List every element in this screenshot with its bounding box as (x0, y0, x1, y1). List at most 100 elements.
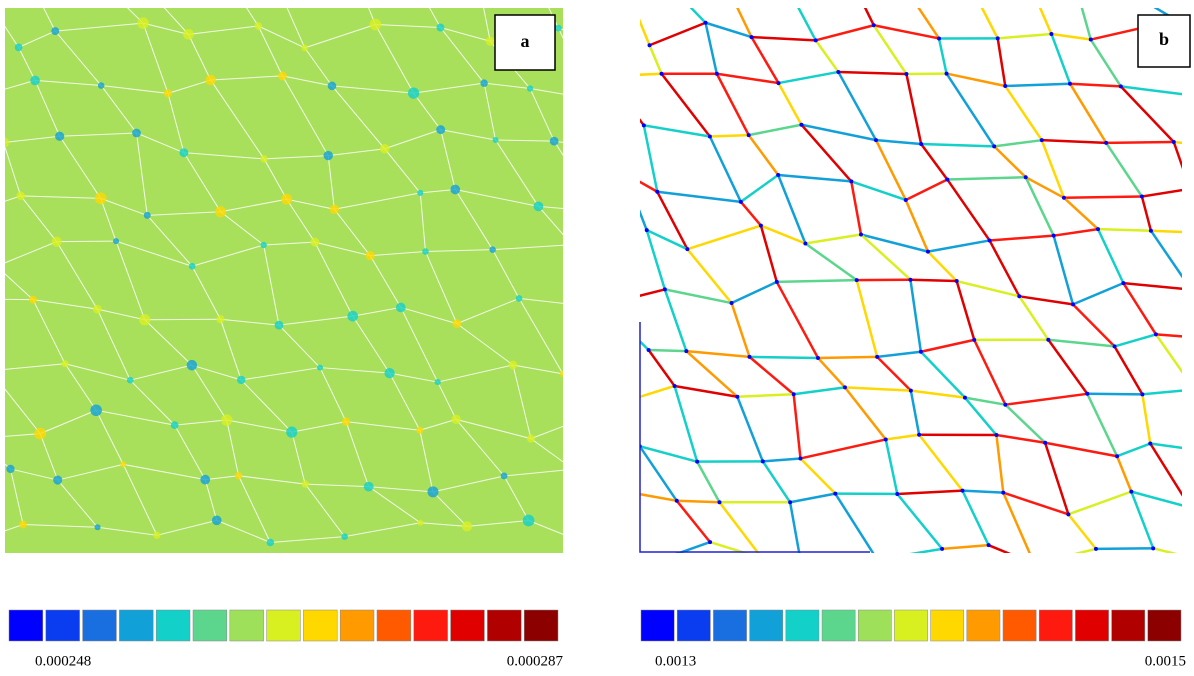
cell-node (605, 74, 609, 78)
cell-node (221, 414, 232, 425)
cell-edge (794, 394, 801, 458)
cell-node (647, 348, 651, 352)
colorbar-swatch (156, 610, 190, 641)
cell-edge (584, 0, 612, 46)
cell-edge (732, 282, 777, 303)
cell-node (527, 85, 533, 91)
colorbar-swatch (487, 610, 521, 641)
cell-node (675, 499, 679, 503)
cell-node (747, 133, 751, 137)
cell-edge (998, 34, 1052, 38)
cell-node (747, 355, 751, 359)
cell-node (342, 418, 350, 426)
cell-edge (763, 458, 801, 461)
cell-edge (57, 241, 116, 242)
cell-node (489, 246, 495, 252)
cell-edge (928, 252, 957, 281)
cell-node (1071, 302, 1075, 306)
cell-edge (1190, 176, 1194, 189)
cell-edge (717, 74, 749, 135)
cell-node (451, 415, 460, 424)
cell-node (788, 500, 792, 504)
cell-node (183, 29, 194, 40)
panel-label: b (1159, 29, 1169, 49)
cell-node (1024, 175, 1028, 179)
cell-node (875, 355, 879, 359)
cell-node (759, 224, 763, 228)
cell-edge (686, 351, 749, 357)
cell-node (19, 521, 27, 529)
cell-edge (1156, 334, 1194, 389)
cell-edge (998, 38, 1006, 86)
cell-node (776, 81, 780, 85)
cell-edge (957, 281, 975, 340)
cell-edge (584, 241, 614, 306)
cell-edge (778, 72, 838, 83)
cell-edge (741, 175, 778, 202)
cell-node (803, 241, 807, 245)
cell-node (1049, 32, 1053, 36)
cell-node (436, 125, 445, 134)
cell-node (330, 205, 339, 214)
cell-node (945, 177, 949, 181)
cell-edge (1190, 508, 1194, 516)
cell-edge (897, 491, 962, 494)
cell-edge (1150, 444, 1194, 453)
cell-edge (1190, 189, 1194, 234)
cell-edge (838, 72, 876, 140)
cell-node (516, 295, 523, 302)
cell-node (324, 151, 333, 160)
cell-node (615, 472, 625, 482)
cell-edge (778, 175, 851, 181)
cell-edge (919, 435, 962, 491)
cell-node (205, 75, 216, 86)
cell-node (55, 132, 64, 141)
cell-node (347, 311, 358, 322)
cell-node (988, 238, 992, 242)
cell-node (761, 459, 765, 463)
cell-edge (790, 494, 835, 503)
cell-edge (787, 0, 815, 40)
cell-edge (737, 397, 762, 462)
cell-edge (777, 282, 818, 358)
cell-edge (717, 74, 779, 83)
cell-edge (639, 542, 710, 567)
colorbar-swatch (858, 610, 891, 641)
cell-node (1149, 229, 1153, 233)
cell-edge (1034, 549, 1096, 564)
cell-edge (619, 386, 675, 403)
cell-node (684, 349, 688, 353)
cell-node (260, 242, 266, 248)
cell-node (1140, 195, 1144, 199)
cell-edge (990, 236, 1054, 241)
cell-node (580, 301, 589, 310)
cell-edge (752, 37, 779, 83)
cell-node (380, 144, 390, 154)
cell-node (601, 303, 605, 307)
cell-node (1121, 281, 1125, 285)
cell-edge (761, 226, 777, 282)
cell-node (310, 238, 319, 247)
cell-edge (662, 74, 710, 137)
cell-edge (964, 0, 998, 38)
cell-node (171, 421, 179, 429)
cell-node (606, 41, 617, 52)
cell-edge (1087, 394, 1117, 456)
colorbar-swatch (303, 610, 337, 641)
cell-node (254, 22, 262, 30)
cell-edge (994, 146, 1026, 177)
cell-edge (584, 306, 634, 381)
cell-edge (619, 403, 640, 446)
cell-edge (1121, 86, 1174, 142)
cell-node (286, 427, 297, 438)
cell-edge (1142, 189, 1190, 197)
cell-node (655, 190, 659, 194)
colorbar-swatch (83, 610, 117, 641)
cell-node (963, 396, 967, 400)
cell-edge (962, 491, 988, 546)
cell-edge (1123, 283, 1156, 334)
cell-edge (554, 141, 631, 152)
cell-node (6, 465, 14, 473)
cell-edge (572, 241, 615, 245)
cell-node (408, 87, 419, 98)
